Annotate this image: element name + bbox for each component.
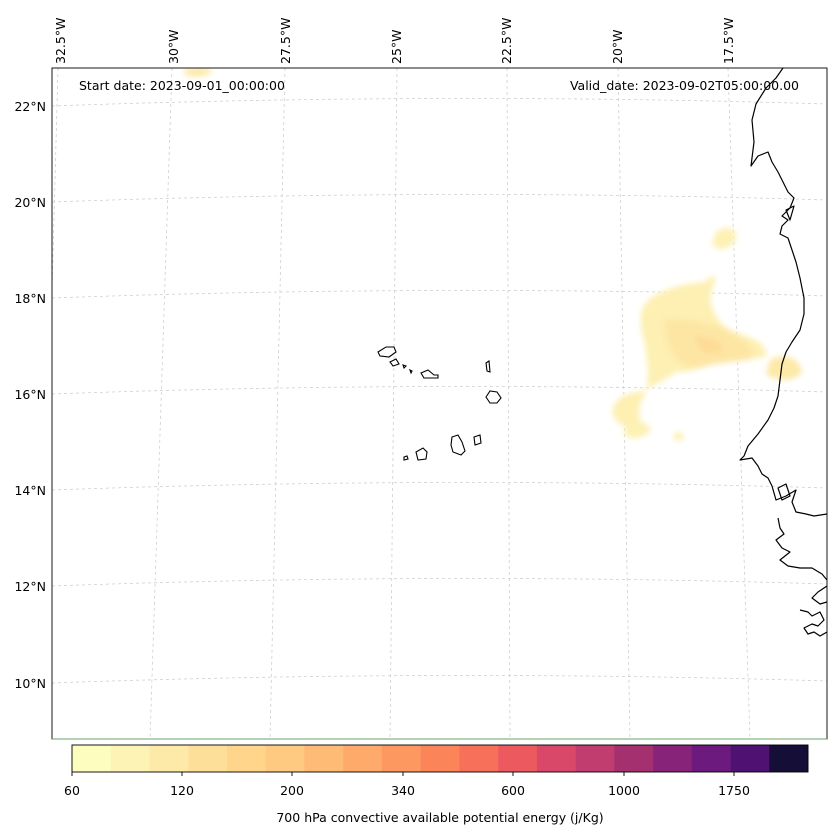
valid-date-label: Valid_date: 2023-09-02T05:00:00.00 <box>570 78 799 93</box>
colorbar-swatch <box>110 745 150 772</box>
colorbar-border <box>71 744 809 773</box>
colorbar-swatch <box>72 745 112 772</box>
longitude-labels: 32.5°W 30°W 27.5°W 25°W 22.5°W 20°W 17.5… <box>53 18 736 64</box>
lat-label: 16°N <box>14 387 46 402</box>
colorbar-swatch <box>459 745 499 772</box>
lon-label: 20°W <box>610 29 625 64</box>
lon-label: 22.5°W <box>499 18 514 64</box>
colorbar-swatch <box>614 745 654 772</box>
meridian-gridlines <box>52 68 751 739</box>
lon-label: 25°W <box>389 29 404 64</box>
colorbar-swatch <box>498 745 538 772</box>
lat-label: 18°N <box>14 291 46 306</box>
lat-label: 22°N <box>14 99 46 114</box>
colorbar-tick-label: 1750 <box>718 783 750 798</box>
colorbar-tick-label: 120 <box>170 783 194 798</box>
colorbar-tick-label: 1000 <box>608 783 640 798</box>
colorbar <box>71 744 809 776</box>
lon-label: 30°W <box>166 29 181 64</box>
colorbar-swatch <box>653 745 693 772</box>
cape-shading <box>184 68 802 441</box>
colorbar-tick-label: 600 <box>501 783 525 798</box>
colorbar-ticks: 60 120 200 340 600 1000 1750 <box>64 783 750 798</box>
lon-label: 17.5°W <box>721 18 736 64</box>
colorbar-swatch <box>149 745 189 772</box>
colorbar-tick-label: 60 <box>64 783 80 798</box>
colorbar-swatch <box>691 745 731 772</box>
colorbar-swatch <box>769 745 809 772</box>
colorbar-swatch <box>343 745 383 772</box>
map-area <box>52 68 827 739</box>
colorbar-swatch <box>575 745 615 772</box>
lat-label: 10°N <box>14 676 46 691</box>
lat-label: 14°N <box>14 483 46 498</box>
colorbar-swatch <box>381 745 421 772</box>
colorbar-label: 700 hPa convective available potential e… <box>276 810 603 825</box>
colorbar-tick-label: 200 <box>280 783 304 798</box>
start-date-label: Start date: 2023-09-01_00:00:00 <box>79 78 285 93</box>
latitude-labels: 22°N 20°N 18°N 16°N 14°N 12°N 10°N <box>14 99 46 691</box>
colorbar-swatch <box>188 745 228 772</box>
colorbar-swatch <box>265 745 305 772</box>
africa-coastline <box>739 68 827 637</box>
colorbar-swatch <box>536 745 576 772</box>
cape-verde-islands <box>377 346 502 461</box>
colorbar-tick-label: 340 <box>391 783 415 798</box>
colorbar-swatch <box>304 745 344 772</box>
lat-label: 12°N <box>14 579 46 594</box>
lon-label: 32.5°W <box>53 18 68 64</box>
colorbar-swatch <box>730 745 770 772</box>
lon-label: 27.5°W <box>278 18 293 64</box>
lat-label: 20°N <box>14 195 46 210</box>
parallel-gridlines <box>52 98 827 684</box>
colorbar-swatch <box>420 745 460 772</box>
colorbar-swatch <box>226 745 266 772</box>
